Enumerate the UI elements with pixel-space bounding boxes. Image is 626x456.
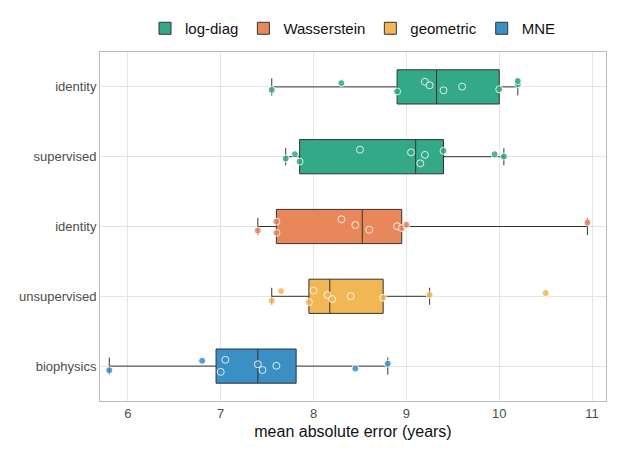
- svg-text:log-diag: log-diag: [185, 20, 238, 37]
- svg-text:Wasserstein: Wasserstein: [283, 20, 365, 37]
- svg-text:11: 11: [585, 406, 599, 421]
- svg-text:9: 9: [403, 406, 410, 421]
- svg-text:7: 7: [217, 406, 224, 421]
- svg-text:6: 6: [124, 406, 131, 421]
- svg-text:supervised: supervised: [34, 149, 97, 164]
- svg-text:geometric: geometric: [410, 20, 476, 37]
- svg-text:identity: identity: [55, 79, 97, 94]
- svg-text:identity: identity: [55, 219, 97, 234]
- svg-text:unsupervised: unsupervised: [19, 289, 96, 304]
- svg-text:mean absolute error (years): mean absolute error (years): [254, 423, 451, 440]
- svg-text:biophysics: biophysics: [36, 359, 97, 374]
- svg-text:10: 10: [492, 406, 506, 421]
- svg-text:MNE: MNE: [522, 20, 555, 37]
- svg-text:8: 8: [310, 406, 317, 421]
